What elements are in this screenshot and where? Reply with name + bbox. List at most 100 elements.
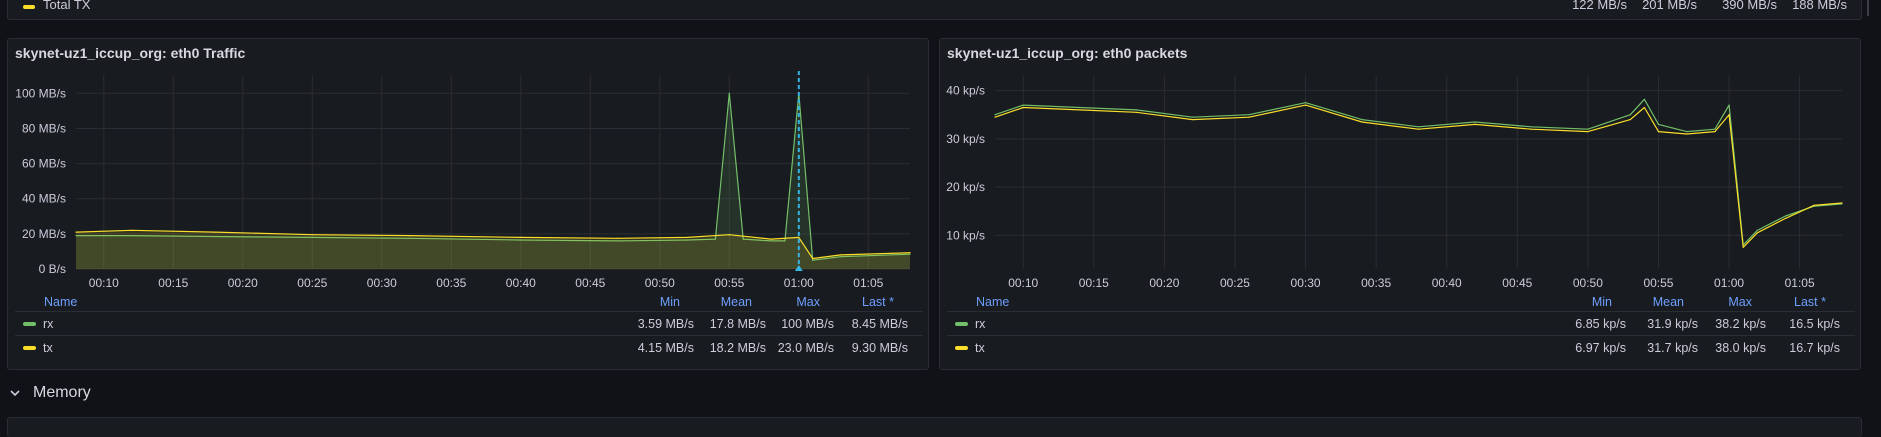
legend-header: Name Min Mean Max Last * (976, 295, 1856, 311)
x-tick-label: 00:45 (575, 276, 605, 290)
data-point-tx (1192, 118, 1194, 121)
data-point-tx (1841, 202, 1843, 204)
legend-header-name[interactable]: Name (976, 295, 1010, 309)
scrollbar[interactable] (1867, 0, 1869, 16)
legend-header-max[interactable]: Max (1728, 295, 1752, 309)
x-tick-label: 00:25 (297, 276, 327, 290)
legend-row-tx[interactable]: tx 4.15 MB/s 18.2 MB/s 23.0 MB/s 9.30 MB/s (23, 341, 923, 357)
chevron-down-icon (10, 386, 24, 400)
x-tick-label: 00:30 (367, 276, 397, 290)
data-point-tx (1728, 114, 1730, 116)
x-tick-label: 00:35 (436, 276, 466, 290)
x-tick-label: 01:05 (853, 276, 883, 290)
y-tick-label: 40 kp/s (946, 84, 985, 98)
data-point-rx (770, 240, 772, 242)
legend-value-mean: 31.9 kp/s (1647, 317, 1698, 331)
eth0-traffic-panel[interactable]: skynet-uz1_iccup_org: eth0 Traffic 0 B/s… (7, 38, 929, 370)
data-point-rx (1361, 118, 1363, 121)
memory-panel-top (7, 417, 1862, 437)
x-tick-label: 00:35 (1361, 276, 1391, 290)
series-name[interactable]: tx (975, 341, 985, 355)
series-line-tx[interactable] (75, 229, 911, 260)
series-color-swatch (23, 346, 36, 350)
x-tick-label: 00:30 (1291, 276, 1321, 290)
data-point-rx (1022, 104, 1024, 106)
legend-header-max[interactable]: Max (796, 295, 820, 309)
legend-value-min: 4.15 MB/s (637, 341, 694, 355)
y-tick-label: 20 kp/s (946, 180, 985, 194)
data-point-rx (1686, 131, 1688, 133)
data-point-tx (520, 236, 522, 238)
y-tick-label: 0 B/s (39, 262, 66, 276)
y-tick-label: 10 kp/s (946, 228, 985, 242)
legend-header-min[interactable]: Min (1591, 295, 1612, 309)
data-point-rx (784, 240, 786, 242)
previous-panel-legend: Total TX 122 MB/s 201 MB/s 390 MB/s 188 … (7, 0, 1862, 20)
x-tick-label: 01:00 (1714, 276, 1744, 290)
legend-header-last[interactable]: Last * (862, 295, 894, 309)
data-point-rx (1474, 121, 1476, 123)
data-point-rx (311, 236, 313, 238)
data-point-tx (409, 235, 411, 237)
legend-divider (15, 335, 923, 336)
data-point-rx (812, 259, 814, 261)
legend-divider (947, 335, 1855, 336)
data-point-tx (1474, 123, 1476, 125)
legend-value-mean: 17.8 MB/s (709, 317, 766, 331)
eth0-packets-panel[interactable]: skynet-uz1_iccup_org: eth0 packets 10 kp… (939, 38, 1861, 370)
y-tick-label: 40 MB/s (22, 192, 66, 206)
data-point-tx (909, 252, 911, 254)
memory-row-title: Memory (33, 384, 91, 401)
time-cursor-marker[interactable] (794, 265, 803, 271)
legend-value-min: 6.97 kp/s (1575, 341, 1626, 355)
total-tx-values: 122 MB/s 201 MB/s 390 MB/s 188 MB/s (1557, 0, 1847, 12)
x-tick-label: 00:20 (228, 276, 258, 290)
traffic-chart[interactable]: 0 B/s 20 MB/s 40 MB/s 60 MB/s 80 MB/s 100 MB/… (8, 39, 930, 371)
y-tick-label: 20 MB/s (22, 227, 66, 241)
data-point-tx (1304, 104, 1307, 106)
total-tx-last: 188 MB/s (1792, 0, 1847, 12)
data-point-rx (1756, 229, 1758, 232)
data-point-rx (1079, 106, 1081, 109)
series-line-rx[interactable] (994, 98, 1843, 246)
legend-header-name[interactable]: Name (44, 295, 78, 309)
series-color-swatch (955, 322, 968, 326)
data-point-rx (1587, 128, 1589, 130)
series-name[interactable]: tx (43, 341, 53, 355)
legend-header-last[interactable]: Last * (1794, 295, 1826, 309)
legend-header-mean[interactable]: Mean (720, 295, 752, 309)
packets-chart[interactable]: 10 kp/s 20 kp/s 30 kp/s 40 kp/s 00:10 00:15 00… (940, 39, 1862, 371)
data-point-rx (1135, 109, 1137, 111)
data-point-tx (798, 236, 800, 238)
data-point-rx (687, 239, 689, 241)
data-point-tx (1657, 131, 1660, 133)
total-tx-label[interactable]: Total TX (43, 0, 91, 12)
x-tick-label: 00:20 (1149, 276, 1179, 290)
legend-value-min: 3.59 MB/s (637, 317, 694, 331)
y-tick-label: 60 MB/s (22, 157, 66, 171)
panel-title[interactable]: skynet-uz1_iccup_org: eth0 Traffic (15, 45, 246, 61)
legend-header-min[interactable]: Min (659, 295, 680, 309)
data-point-tx (1742, 246, 1744, 248)
data-point-tx (1756, 232, 1758, 234)
memory-row-header[interactable]: Memory (10, 384, 91, 402)
data-point-rx (1530, 126, 1533, 128)
panel-title[interactable]: skynet-uz1_iccup_org: eth0 packets (947, 45, 1188, 61)
data-point-tx (1587, 131, 1589, 133)
legend-value-last: 16.5 kp/s (1789, 317, 1840, 331)
legend-header-mean[interactable]: Mean (1652, 295, 1684, 309)
legend-value-last: 8.45 MB/s (851, 317, 908, 331)
legend-row-rx[interactable]: rx 6.85 kp/s 31.9 kp/s 38.2 kp/s 16.5 kp/s (955, 317, 1855, 333)
data-point-tx (994, 116, 996, 118)
series-name[interactable]: rx (43, 317, 54, 331)
legend-value-last: 16.7 kp/s (1789, 341, 1840, 355)
legend-row-tx[interactable]: tx 6.97 kp/s 31.7 kp/s 38.0 kp/s 16.7 kp/s (955, 341, 1855, 357)
legend-value-last: 9.30 MB/s (851, 341, 908, 355)
x-tick-label: 01:00 (784, 276, 814, 290)
legend-value-max: 38.0 kp/s (1715, 341, 1766, 355)
legend-row-rx[interactable]: rx 3.59 MB/s 17.8 MB/s 100 MB/s 8.45 MB/s (23, 317, 923, 333)
data-point-rx (1728, 104, 1730, 106)
series-name[interactable]: rx (975, 317, 986, 331)
x-tick-label: 00:15 (158, 276, 188, 290)
legend-value-mean: 31.7 kp/s (1647, 341, 1698, 355)
